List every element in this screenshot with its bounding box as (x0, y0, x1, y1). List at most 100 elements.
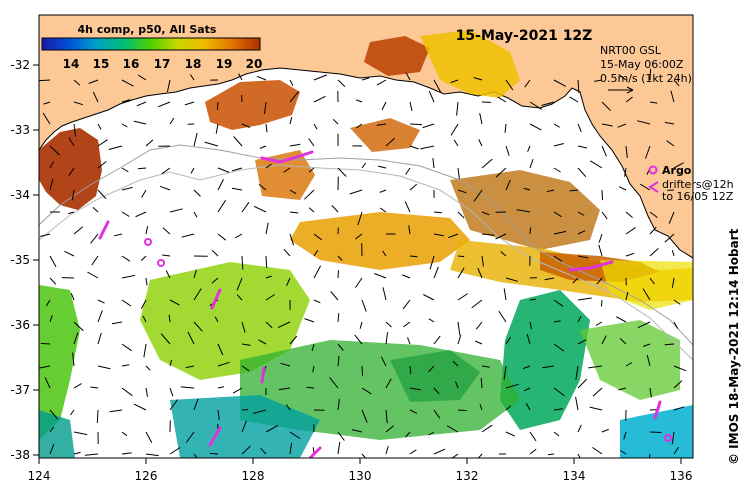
drifter-legend-icon (648, 181, 659, 193)
current-arrow (457, 189, 467, 194)
current-arrow (601, 123, 613, 127)
current-arrow (73, 226, 84, 235)
current-arrow (97, 310, 103, 323)
current-arrow (141, 189, 147, 198)
current-arrow (553, 299, 564, 307)
current-arrow (525, 403, 531, 411)
colorbar-tick: 16 (123, 57, 140, 71)
current-arrow (215, 123, 219, 134)
current-arrow (409, 387, 421, 391)
current-arrow (145, 431, 153, 443)
current-arrow (457, 321, 461, 336)
current-arrow (73, 332, 79, 345)
current-arrow (114, 233, 123, 237)
current-arrow (541, 101, 555, 106)
current-arrow (553, 408, 563, 411)
current-arrow (516, 209, 531, 213)
current-arrow (382, 250, 387, 257)
current-arrow (304, 189, 315, 200)
current-arrow (313, 265, 322, 279)
current-arrow (673, 446, 680, 455)
current-arrow (495, 167, 507, 178)
current-arrow (381, 101, 387, 111)
current-arrow (73, 383, 82, 389)
current-arrow (456, 101, 459, 116)
current-arrow (241, 255, 244, 270)
credit-label: © IMOS 18-May-2021 12:14 Hobart (727, 228, 741, 465)
current-arrow (286, 277, 291, 286)
current-arrow (497, 96, 507, 103)
current-arrow (121, 387, 133, 397)
current-arrow (216, 101, 219, 110)
current-arrow (673, 365, 687, 372)
current-arrow (289, 143, 301, 147)
x-tick-132: 132 (456, 469, 479, 483)
current-arrow (409, 255, 418, 258)
current-arrow (409, 449, 417, 455)
current-arrow (588, 365, 603, 369)
current-arrow (473, 77, 483, 81)
current-arrow (589, 406, 603, 411)
current-arrow (121, 299, 132, 307)
current-arrow (332, 118, 339, 125)
current-arrow (577, 211, 585, 216)
y-tick-37: -37 (10, 383, 30, 397)
current-arrow (311, 343, 315, 352)
current-arrow (236, 294, 243, 301)
current-arrow (217, 409, 220, 421)
current-arrow (166, 79, 171, 93)
current-arrow (475, 321, 483, 330)
current-arrow (337, 398, 340, 411)
current-arrow (211, 250, 219, 257)
current-arrow (361, 162, 367, 169)
current-arrow (527, 145, 531, 152)
current-arrow (553, 387, 565, 397)
current-arrow (361, 299, 367, 312)
current-arrow (601, 101, 612, 112)
current-arrow (289, 189, 297, 195)
current-arrow (385, 425, 394, 433)
current-arrow (529, 321, 532, 330)
current-arrow (618, 74, 627, 81)
current-arrow (49, 145, 60, 156)
y-tick-36: -36 (10, 318, 30, 332)
current-arrow (553, 431, 560, 437)
current-arrow (577, 255, 589, 259)
current-arrow (382, 287, 387, 301)
current-arrow (642, 288, 651, 301)
current-arrow (649, 211, 658, 219)
current-time: 15-May 06:00Z (600, 58, 684, 71)
current-arrow (140, 299, 147, 310)
current-arrow (673, 406, 685, 411)
current-arrow (361, 77, 370, 81)
current-arrow (204, 141, 219, 147)
current-arrow (577, 167, 587, 178)
map-title: 15-May-2021 12Z (456, 28, 593, 44)
current-arrow (637, 120, 651, 125)
current-arrow (547, 453, 555, 456)
current-arrow (97, 189, 107, 199)
current-arrow (241, 321, 246, 333)
current-arrow (529, 101, 543, 110)
current-arrow (217, 343, 224, 356)
current-vectors (39, 68, 687, 458)
current-arrow (133, 403, 147, 411)
current-arrow (97, 299, 105, 304)
current-arrow (592, 387, 603, 397)
current-arrow (503, 288, 507, 301)
current-arrow (433, 409, 441, 419)
current-arrow (457, 409, 467, 412)
current-arrow (169, 208, 183, 213)
current-arrow (232, 387, 243, 394)
current-arrow (158, 101, 171, 108)
current-arrow (121, 452, 132, 455)
current-arrow (234, 233, 243, 239)
current-arrow (433, 79, 442, 93)
current-arrow (428, 431, 435, 436)
current-arrow (169, 447, 181, 455)
current-arrow (97, 161, 107, 169)
current-arrow (169, 399, 179, 411)
argo-legend-label: Argo (662, 164, 692, 177)
current-arrow (673, 321, 679, 329)
current-arrow (450, 123, 459, 136)
